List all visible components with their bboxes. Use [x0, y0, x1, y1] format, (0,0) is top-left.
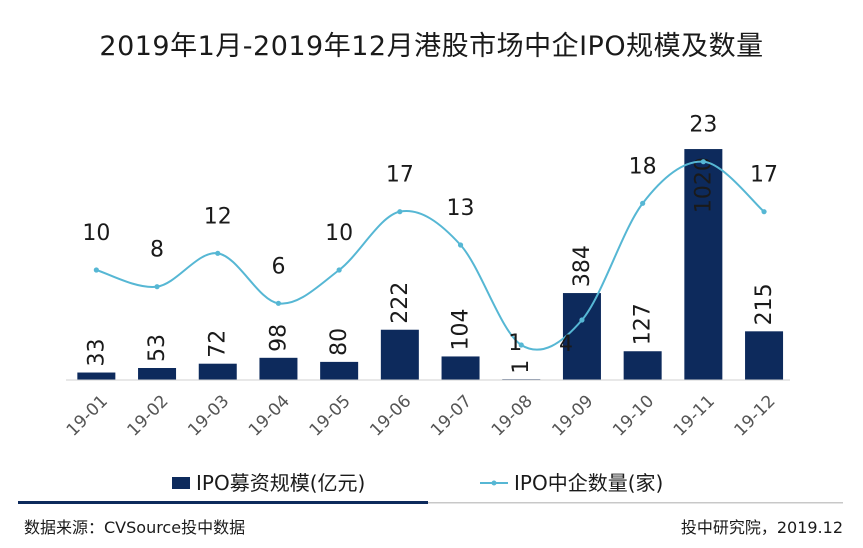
- bar-label-19-04: 98: [266, 324, 291, 352]
- count-point-19-05: [336, 267, 342, 273]
- x-tick-19-10: 19-10: [609, 391, 658, 440]
- bar-label-19-05: 80: [327, 328, 352, 356]
- bar-label-19-06: 222: [388, 282, 413, 324]
- bar-label-19-08: 1: [509, 360, 534, 374]
- count-point-19-03: [215, 250, 221, 256]
- bar-label-19-12: 215: [752, 283, 777, 325]
- count-point-19-08: [518, 342, 524, 348]
- count-line: [96, 160, 765, 351]
- legend: IPO募资规模(亿元) IPO中企数量(家): [172, 471, 663, 495]
- x-tick-19-06: 19-06: [366, 391, 415, 440]
- count-label-19-02: 8: [150, 238, 164, 263]
- count-label-19-09: 4: [559, 332, 573, 357]
- count-label-19-06: 17: [386, 163, 414, 188]
- x-tick-19-03: 19-03: [184, 391, 233, 440]
- count-point-19-06: [397, 209, 403, 215]
- footer-source: 数据来源：CVSource投中数据: [24, 518, 245, 537]
- bar-19-04: [259, 357, 298, 380]
- bar-19-11: [684, 149, 723, 380]
- x-tick-19-11: 19-11: [670, 391, 719, 440]
- bar-19-09: [562, 293, 601, 380]
- count-label-19-01: 10: [82, 221, 110, 246]
- count-label-19-12: 17: [750, 163, 778, 188]
- legend-bar-swatch: [172, 477, 190, 489]
- count-point-19-07: [457, 242, 464, 248]
- x-tick-19-09: 19-09: [548, 391, 597, 440]
- count-label-19-10: 18: [629, 154, 657, 179]
- legend-line-label: IPO中企数量(家): [514, 471, 663, 495]
- chart-title: 2019年1月-2019年12月港股市场中企IPO规模及数量: [99, 31, 764, 62]
- count-point-19-04: [275, 300, 282, 306]
- x-tick-19-05: 19-05: [306, 391, 355, 440]
- bar-label-19-01: 33: [84, 339, 109, 367]
- bar-19-01: [77, 372, 116, 380]
- bar-label-19-07: 104: [449, 308, 474, 350]
- bar-label-19-03: 72: [206, 330, 231, 358]
- count-label-19-08: 1: [508, 331, 522, 356]
- footer-credit: 投中研究院，2019.12: [681, 518, 843, 537]
- bar-label-19-10: 127: [631, 303, 656, 345]
- x-tick-19-04: 19-04: [245, 391, 294, 440]
- x-tick-19-01: 19-01: [63, 391, 112, 440]
- bar-19-05: [320, 361, 359, 380]
- count-point-19-02: [154, 284, 160, 290]
- bar-19-03: [198, 363, 237, 380]
- bar-19-12: [745, 331, 784, 380]
- count-label-19-04: 6: [271, 254, 285, 279]
- footer-divider: [428, 502, 843, 504]
- bar-label-19-09: 384: [570, 245, 595, 287]
- x-tick-19-12: 19-12: [731, 391, 780, 440]
- footer-divider-accent: [18, 501, 428, 504]
- count-label-19-07: 13: [447, 196, 475, 221]
- x-tick-labels: 19-01 19-02 19-03 19-04 19-05 19-06 19-07 19-08…: [63, 391, 780, 440]
- count-label-19-05: 10: [325, 221, 353, 246]
- count-point-19-01: [93, 267, 99, 273]
- count-point-19-09: [579, 317, 585, 323]
- count-label-19-03: 12: [204, 204, 232, 229]
- bar-19-07: [441, 356, 480, 380]
- count-label-19-11: 23: [689, 113, 717, 138]
- x-tick-19-07: 19-07: [427, 391, 476, 440]
- bar-19-06: [380, 329, 419, 380]
- bar-19-02: [138, 368, 177, 380]
- x-tick-19-08: 19-08: [488, 391, 537, 440]
- line-layer: 10 8 12 6 10 17 13 1 4 18 23 17: [82, 113, 778, 357]
- bar-label-19-11: 1020: [691, 157, 716, 213]
- legend-bar-label: IPO募资规模(亿元): [196, 471, 365, 495]
- count-point-19-12: [761, 209, 767, 215]
- count-point-19-11: [700, 159, 706, 165]
- bar-label-19-02: 53: [145, 334, 170, 362]
- bar-19-10: [623, 351, 662, 380]
- x-tick-19-02: 19-02: [124, 391, 173, 440]
- legend-line-marker: [491, 480, 497, 486]
- count-point-19-10: [640, 200, 646, 206]
